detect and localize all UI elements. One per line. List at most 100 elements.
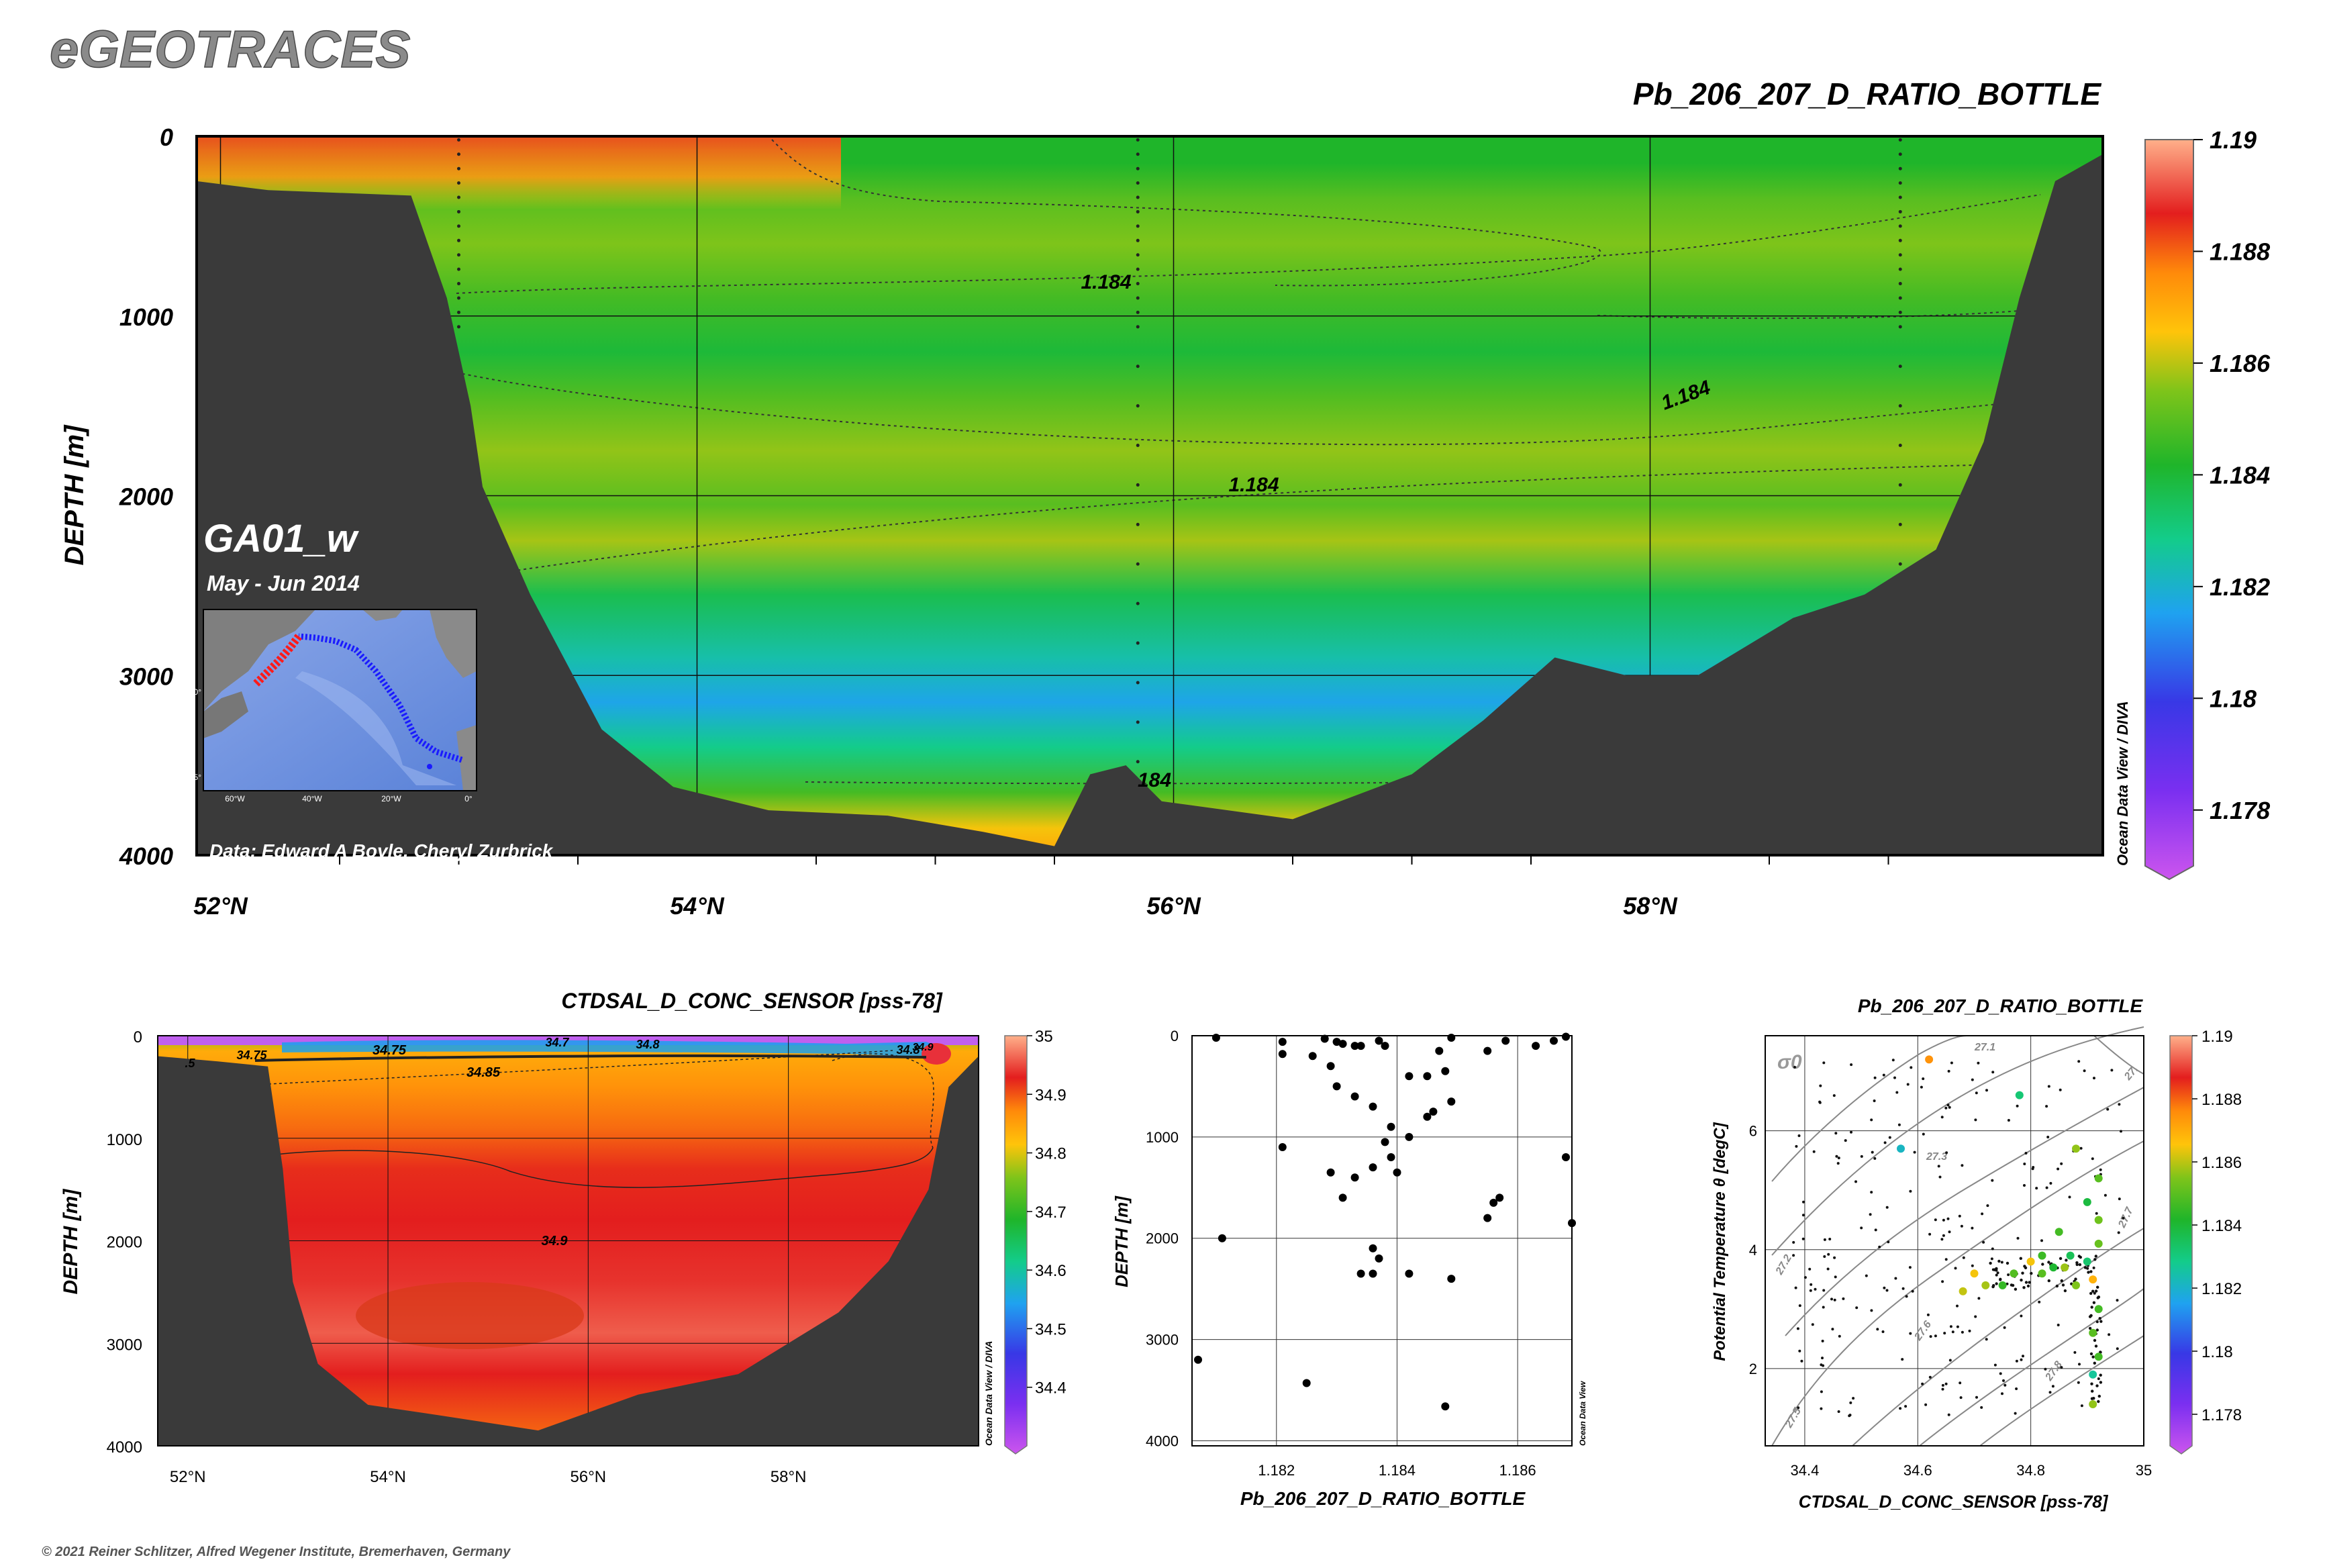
ts-background-point <box>1854 1180 1857 1183</box>
ts-background-point <box>1993 1363 1997 1367</box>
ts-background-point <box>1997 1259 2001 1263</box>
profile-point <box>1356 1042 1365 1050</box>
ts-background-point <box>2046 1136 2050 1138</box>
ts-iso-label-4: 27.5 <box>1783 1406 1803 1430</box>
profile-y-tick: 3000 <box>1146 1332 1179 1349</box>
ts-background-point <box>1801 1237 1805 1240</box>
ts-background-point <box>1831 1328 1834 1331</box>
ts-background-point <box>1934 1334 1937 1338</box>
ts-background-point <box>2059 1257 2063 1261</box>
ts-background-point <box>2095 1320 2099 1324</box>
main-station-sample <box>457 282 460 286</box>
main-station-sample <box>457 209 460 213</box>
ts-background-point <box>1792 1254 1795 1257</box>
ts-background-point <box>1991 1285 1995 1289</box>
main-station-sample <box>1898 310 1902 314</box>
salinity-colorbar: 35 34.9 34.8 34.7 34.6 34.5 34.4 <box>1004 1028 1067 1455</box>
ts-background-point <box>1820 1363 1823 1367</box>
ts-background-point <box>2093 1361 2096 1365</box>
main-contour-line-4 <box>771 139 1601 287</box>
inset-lat-50: 50° <box>189 687 201 697</box>
profile-point <box>1369 1244 1377 1253</box>
profile-point <box>1326 1168 1335 1177</box>
ts-background-point <box>1881 1330 1885 1333</box>
ts-background-point <box>2096 1296 2099 1300</box>
inset-ridge <box>295 671 456 785</box>
ts-background-point <box>2078 1363 2081 1366</box>
ts-background-point <box>2060 1162 2063 1165</box>
profile-point <box>1405 1072 1414 1081</box>
ts-background-point <box>2047 1279 2050 1283</box>
ts-background-point <box>2055 1284 2059 1288</box>
ts-background-point <box>1887 1240 1890 1244</box>
ts-colorbar-label: 1.178 <box>2201 1406 2242 1424</box>
ts-background-point <box>2002 1379 2005 1382</box>
profile-point <box>1381 1042 1389 1050</box>
ts-colored-point <box>2089 1275 2097 1284</box>
profile-y-tick: 0 <box>1171 1028 1179 1044</box>
ts-background-point <box>2035 1187 2038 1190</box>
profile-point <box>1308 1052 1317 1061</box>
profile-point <box>1441 1067 1450 1075</box>
main-station-sample <box>457 267 460 271</box>
ts-background-point <box>1977 1061 1980 1065</box>
inset-lon-20w: 20°W <box>381 794 401 803</box>
main-station-sample <box>1136 310 1140 314</box>
ts-isopycnal-3 <box>1771 1026 2144 1256</box>
ts-background-point <box>1834 1132 1838 1135</box>
ts-background-point <box>1818 1100 1822 1104</box>
main-station-sample <box>457 195 460 199</box>
ts-background-point <box>2086 1267 2089 1270</box>
ts-background-point <box>1801 1214 1805 1217</box>
ts-background-point <box>2051 1385 2054 1388</box>
ts-background-point <box>2099 1320 2103 1323</box>
ts-background-point <box>1962 1256 1965 1259</box>
ts-background-point <box>1860 1226 1863 1230</box>
profile-ticks: 1.182 1.184 1.186 0 1000 2000 3000 4000 <box>1146 1028 1536 1479</box>
ts-background-point <box>1995 1267 1998 1271</box>
salinity-label-6: 34.8 <box>896 1043 920 1057</box>
ts-colorbar-ticks: 1.19 1.188 1.186 1.184 1.182 1.18 1.178 <box>2192 1028 2242 1424</box>
main-depth-tick: 4000 <box>119 842 173 870</box>
ts-background-point <box>2060 1279 2063 1283</box>
ts-background-point <box>1893 1076 1896 1079</box>
ts-background-point <box>1943 1332 1946 1335</box>
contour-label-1: 1.184 <box>1081 271 1131 293</box>
ts-colored-point <box>1981 1281 1990 1289</box>
ts-background-point <box>1944 1258 1948 1261</box>
profile-grid <box>1192 1036 1572 1446</box>
ts-background-point <box>1798 1349 1801 1353</box>
ts-background-point <box>1995 1282 1998 1285</box>
profile-point <box>1495 1193 1504 1202</box>
ts-x-tick: 34.6 <box>1903 1462 1932 1479</box>
contour-label-4: 184 <box>1138 769 1171 791</box>
main-depth-axis-label: DEPTH [m] <box>60 424 89 566</box>
main-station-sample <box>1136 138 1140 142</box>
ts-background-point <box>2006 1282 2009 1285</box>
ts-background-point <box>2038 1300 2041 1304</box>
ts-background-point <box>2059 1088 2062 1091</box>
main-lat-tick: 58°N <box>1623 892 1677 920</box>
ts-background-point <box>1802 1200 1805 1204</box>
ts-background-point <box>1820 1407 1823 1410</box>
ts-background-point <box>1899 1407 1902 1410</box>
salinity-lat-tick: 58°N <box>771 1468 807 1486</box>
profile-point <box>1332 1082 1341 1091</box>
ts-background-point <box>2110 1069 2114 1072</box>
ts-background-point <box>2026 1284 2030 1288</box>
ts-background-point <box>2022 1355 2024 1358</box>
salinity-depth-tick: 0 <box>134 1028 142 1046</box>
profile-point <box>1278 1143 1287 1151</box>
ts-background-point <box>1922 1132 1925 1136</box>
ts-background-point <box>1940 1238 1944 1241</box>
salinity-label-9: .5 <box>185 1057 195 1070</box>
ts-background-point <box>1928 1232 1932 1236</box>
salinity-odv-credit: Ocean Data View / DIVA <box>983 1341 994 1446</box>
salinity-colorbar-ticks: 35 34.9 34.8 34.7 34.6 34.5 34.4 <box>1027 1028 1067 1398</box>
ts-background-point <box>2045 1105 2048 1108</box>
ts-ticks: 34.4 34.6 34.8 35 2 4 6 <box>1749 1123 2152 1479</box>
ts-frame <box>1765 1035 2144 1447</box>
ts-background-point <box>2087 1271 2090 1274</box>
main-station-sample <box>1898 138 1902 142</box>
ts-background-point <box>1975 1091 1978 1095</box>
